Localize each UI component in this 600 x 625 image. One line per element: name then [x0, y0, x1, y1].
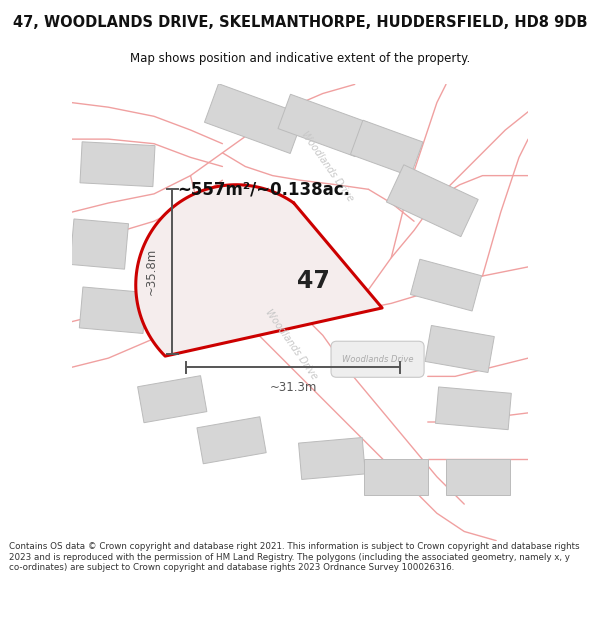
Text: Woodlands Drive: Woodlands Drive — [342, 354, 413, 364]
Bar — [436, 387, 511, 429]
Bar — [79, 287, 146, 334]
Bar — [386, 165, 478, 237]
Text: ~35.8m: ~35.8m — [145, 248, 158, 295]
FancyBboxPatch shape — [331, 341, 424, 377]
Text: Map shows position and indicative extent of the property.: Map shows position and indicative extent… — [130, 52, 470, 65]
Text: Contains OS data © Crown copyright and database right 2021. This information is : Contains OS data © Crown copyright and d… — [9, 542, 580, 572]
Bar — [241, 219, 332, 291]
Bar — [350, 120, 423, 176]
Text: ~557m²/~0.138ac.: ~557m²/~0.138ac. — [177, 180, 350, 198]
Text: 47, WOODLANDS DRIVE, SKELMANTHORPE, HUDDERSFIELD, HD8 9DB: 47, WOODLANDS DRIVE, SKELMANTHORPE, HUDD… — [13, 15, 587, 30]
Bar — [425, 326, 494, 372]
Bar — [137, 376, 207, 423]
Bar — [197, 417, 266, 464]
Bar — [278, 94, 368, 157]
Bar — [446, 459, 510, 495]
Text: 47: 47 — [297, 269, 330, 292]
Bar — [364, 459, 428, 495]
Text: Woodlands Drive: Woodlands Drive — [263, 308, 319, 381]
Polygon shape — [136, 185, 382, 356]
Bar — [410, 259, 482, 311]
Bar — [70, 219, 128, 269]
Bar — [205, 84, 304, 154]
Text: ~31.3m: ~31.3m — [269, 381, 317, 394]
Bar — [299, 438, 365, 479]
Bar — [80, 142, 155, 187]
Text: Woodlands Drive: Woodlands Drive — [299, 129, 355, 204]
